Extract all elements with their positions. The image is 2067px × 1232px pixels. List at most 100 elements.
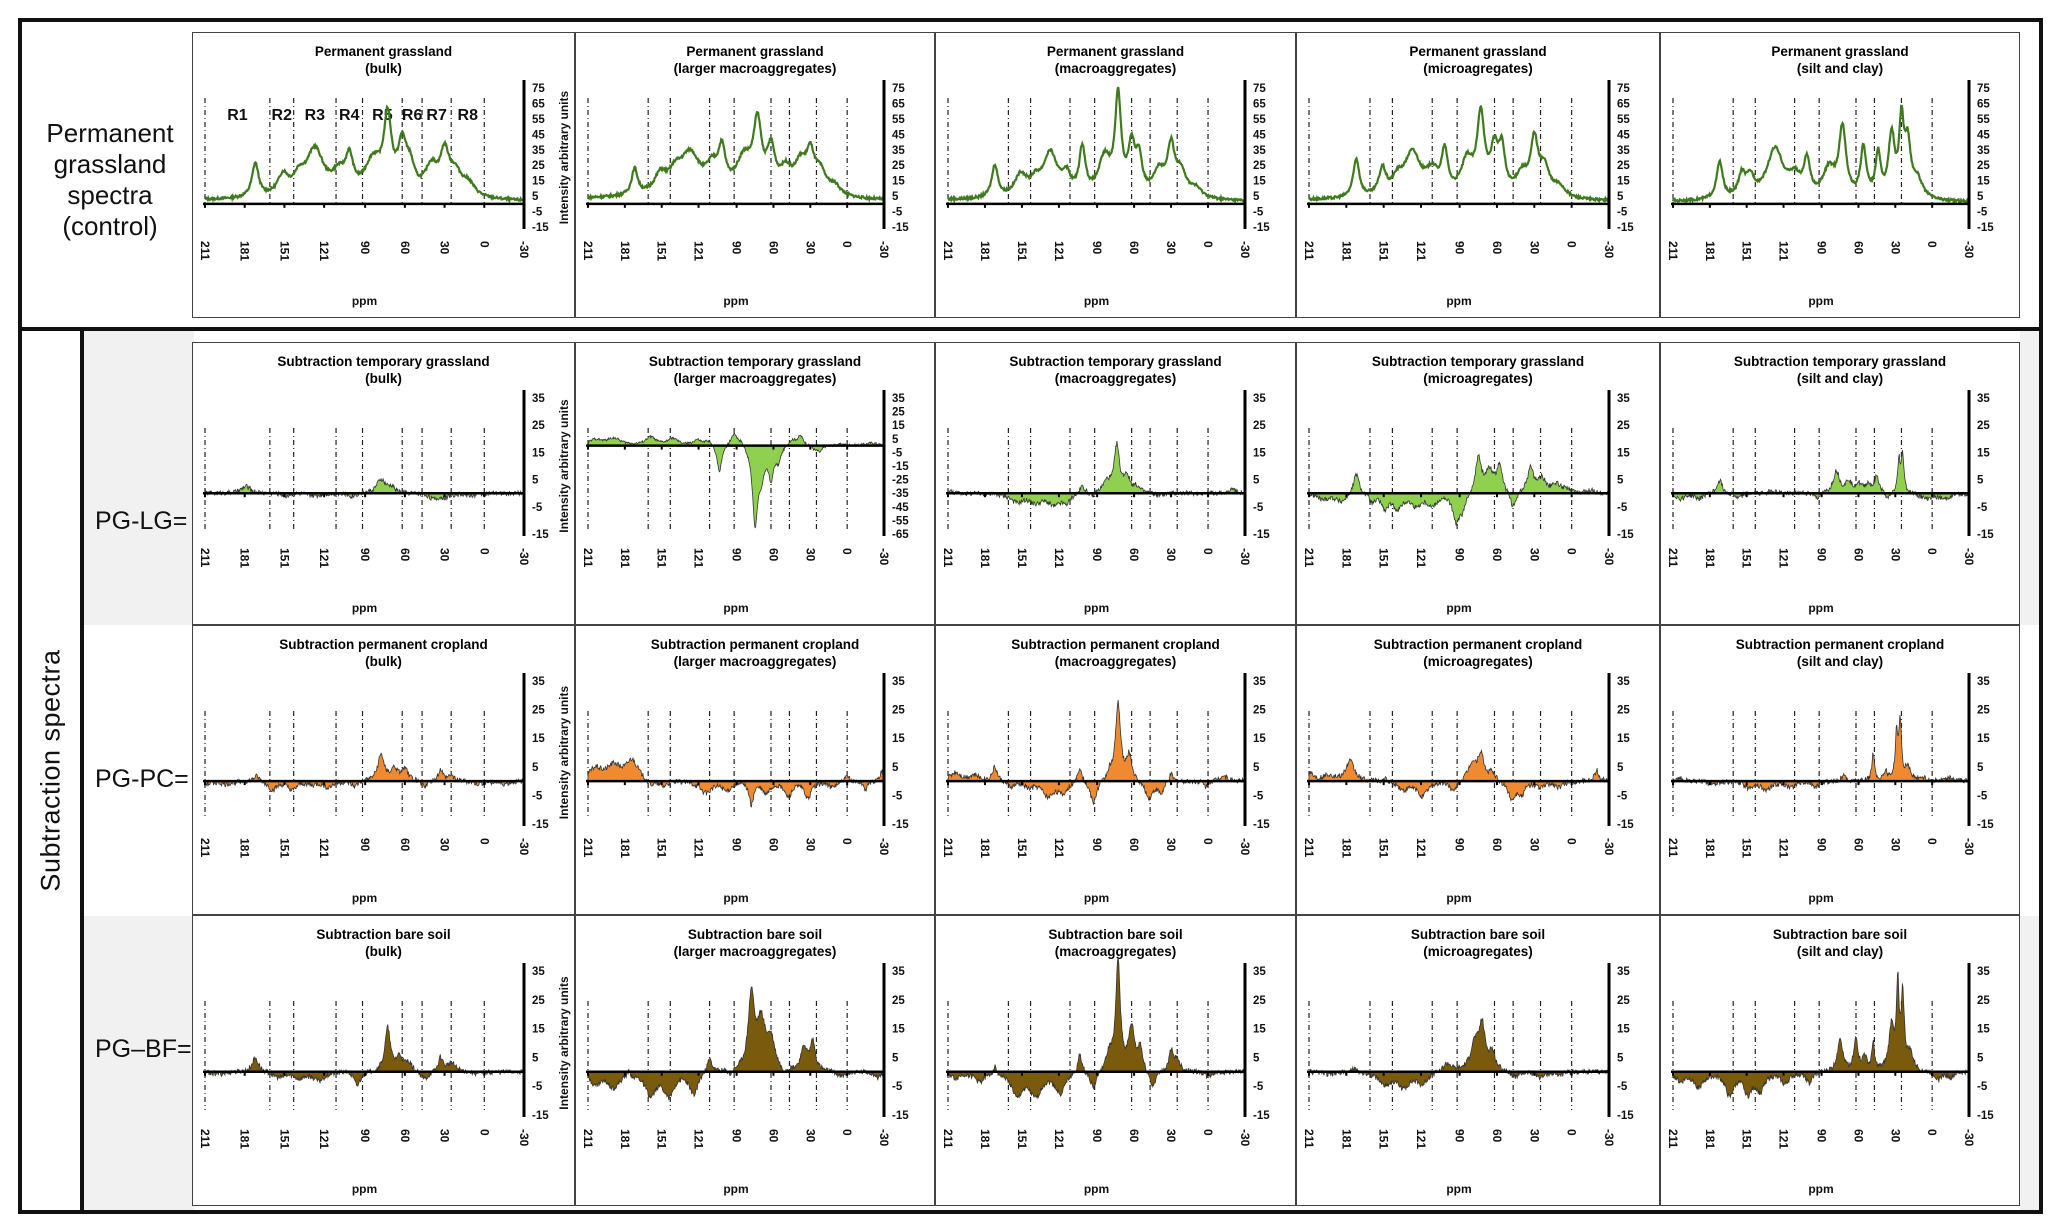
y-tick-label: 5 <box>1977 762 1984 774</box>
y-tick-label: 25 <box>1253 420 1266 432</box>
panel-title-line: (larger macroaggregates) <box>673 61 837 76</box>
y-tick-label: 5 <box>1977 191 1984 203</box>
y-tick-label: -5 <box>892 207 903 219</box>
y-tick-label: 25 <box>532 160 545 172</box>
x-axis-label: ppm <box>1084 1182 1109 1196</box>
spectrum-line <box>1671 104 1970 206</box>
x-tick-label: 181 <box>238 548 252 568</box>
x-tick-label: 30 <box>803 838 817 852</box>
panel-title-line: Subtraction bare soil <box>1772 927 1908 942</box>
x-tick-label: 211 <box>1302 838 1316 858</box>
x-tick-label: 211 <box>581 548 595 568</box>
y-tick-label: 45 <box>1253 129 1266 141</box>
x-tick-label: 181 <box>978 548 992 568</box>
y-tick-label: -25 <box>892 475 909 487</box>
y-tick-label: 5 <box>892 762 899 774</box>
y-tick-label: 35 <box>1253 393 1266 405</box>
x-axis-label: ppm <box>352 294 377 308</box>
x-tick-label: 121 <box>317 241 331 261</box>
x-axis-label: ppm <box>723 1182 748 1196</box>
x-tick-label: 0 <box>1201 241 1215 248</box>
x-tick-label: 181 <box>618 838 632 858</box>
y-tick-label: 15 <box>1977 447 1990 459</box>
x-tick-label: 90 <box>1090 241 1104 255</box>
panel-title-line: Subtraction temporary grassland <box>277 354 490 369</box>
y-tick-label: 35 <box>532 676 545 688</box>
x-tick-label: 0 <box>1925 838 1939 845</box>
panel-title-line: Subtraction temporary grassland <box>1009 354 1222 369</box>
panel-title-line: (bulk) <box>365 654 402 669</box>
x-tick-label: 60 <box>1851 1129 1865 1143</box>
spectrum-plot: 211 181 151 121 90 60 30 0 -30 ppm 35 25 15 5 -5 -15 Int… <box>198 390 571 615</box>
spectrum-panel-lg-lmac: Subtraction temporary grassland (larger m… <box>575 342 935 625</box>
subtraction-label-divider <box>80 331 84 1210</box>
x-axis-label: ppm <box>1808 294 1833 308</box>
x-tick-label: 121 <box>317 548 331 568</box>
y-tick-label: 25 <box>1977 705 1990 717</box>
x-tick-label: 181 <box>1703 548 1717 568</box>
panel-title-line: Permanent grassland <box>1409 44 1547 59</box>
y-tick-label: 35 <box>892 393 905 405</box>
spectrum-panel-pg-lmac: Permanent grassland (larger macroaggregat… <box>575 32 935 318</box>
y-tick-label: 5 <box>1977 1052 1984 1064</box>
x-tick-label: 90 <box>1815 838 1829 852</box>
spectrum-line <box>587 110 885 203</box>
spectrum-plot: 211 181 151 121 90 60 30 0 -30 ppm 35 25 15 5 -5 -15 <box>941 673 1270 905</box>
y-tick-label: 55 <box>892 114 905 126</box>
x-tick-label: 90 <box>1453 838 1467 852</box>
x-tick-label: 181 <box>1339 1129 1353 1149</box>
y-tick-label: 5 <box>1617 762 1624 774</box>
y-tick-label: -15 <box>1253 529 1270 541</box>
x-tick-label: 211 <box>1666 838 1680 858</box>
x-tick-label: 30 <box>1164 548 1178 562</box>
x-tick-label: -30 <box>877 838 891 856</box>
y-tick-label: -15 <box>1977 222 1994 234</box>
y-tick-label: 45 <box>532 129 545 141</box>
y-tick-label: 35 <box>1253 676 1266 688</box>
y-tick-label: 15 <box>1977 1024 1990 1036</box>
panel-title: Subtraction permanent cropland (microagre… <box>1297 636 1659 670</box>
y-tick-label: -65 <box>892 529 909 541</box>
x-axis-label: ppm <box>1084 891 1109 905</box>
y-tick-label: 5 <box>532 1052 539 1064</box>
region-label: R4 <box>339 107 360 124</box>
x-tick-label: 90 <box>1815 548 1829 562</box>
y-tick-label: -5 <box>1977 207 1988 219</box>
y-tick-label: -15 <box>532 1110 549 1122</box>
x-tick-label: 90 <box>358 838 372 852</box>
panel-title: Subtraction permanent cropland (bulk) <box>193 636 574 670</box>
panel-title-line: Subtraction temporary grassland <box>648 354 862 369</box>
x-tick-label: 60 <box>1490 241 1504 255</box>
x-axis-label: ppm <box>723 891 748 905</box>
x-tick-label: 211 <box>1302 241 1316 261</box>
panel-title-line: Permanent grassland <box>314 44 453 59</box>
spectrum-area <box>1308 748 1610 802</box>
y-tick-label: 35 <box>1977 966 1990 978</box>
x-tick-label: 211 <box>198 241 212 261</box>
spectrum-panel-pg-mic: Permanent grassland (microagregates) 211 18… <box>1296 32 1660 318</box>
x-tick-label: 60 <box>1127 548 1141 562</box>
y-tick-label: 35 <box>532 393 545 405</box>
x-tick-label: -30 <box>1238 1129 1252 1147</box>
y-tick-label: 55 <box>1253 114 1266 126</box>
y-tick-label: 35 <box>1977 145 1990 157</box>
y-tick-label: -5 <box>1617 207 1628 219</box>
y-tick-label: -15 <box>1977 1110 1994 1122</box>
region-label: R7 <box>426 107 447 124</box>
panel-title: Subtraction bare soil (bulk) <box>193 926 574 960</box>
y-tick-label: 15 <box>892 733 905 745</box>
x-tick-label: 121 <box>692 1129 706 1149</box>
x-tick-label: 181 <box>978 838 992 858</box>
panel-title-line: Subtraction temporary grassland <box>1371 354 1585 369</box>
panel-title: Subtraction temporary grassland (bulk) <box>193 353 574 387</box>
y-axis-label: Intensity arbitrary units <box>557 90 571 224</box>
x-tick-label: 30 <box>803 1129 817 1143</box>
spectrum-panel-lg-mic: Subtraction temporary grassland (microagr… <box>1296 342 1660 625</box>
x-tick-label: 121 <box>1052 241 1066 261</box>
x-axis-label: ppm <box>352 601 377 615</box>
x-tick-label: 211 <box>1302 548 1316 568</box>
control-row-label-line: (control) <box>62 211 158 241</box>
spectrum-area <box>947 441 1246 508</box>
y-tick-label: 15 <box>1617 447 1630 459</box>
